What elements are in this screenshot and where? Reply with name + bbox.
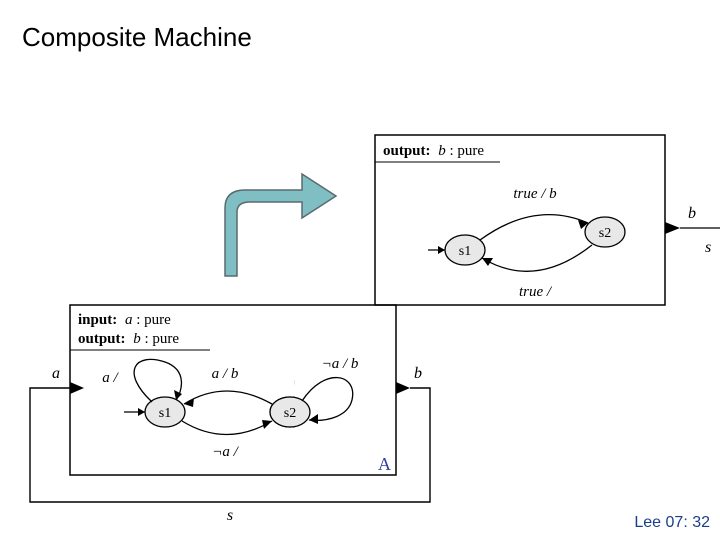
- port-triangle: [70, 382, 84, 394]
- edge-label: a / b: [212, 366, 239, 382]
- feedback-s-label: s: [227, 507, 233, 524]
- edge-label: ¬a /: [212, 444, 239, 460]
- svg-text:s2: s2: [284, 406, 296, 421]
- port-triangle: [396, 382, 410, 394]
- port-a-label: a: [52, 365, 60, 382]
- edge-label: ¬a / b: [322, 356, 359, 372]
- machine-a-clean: s2 ¬a / b a / b ¬a / a b s: [0, 0, 720, 540]
- port-b-label: b: [414, 365, 422, 382]
